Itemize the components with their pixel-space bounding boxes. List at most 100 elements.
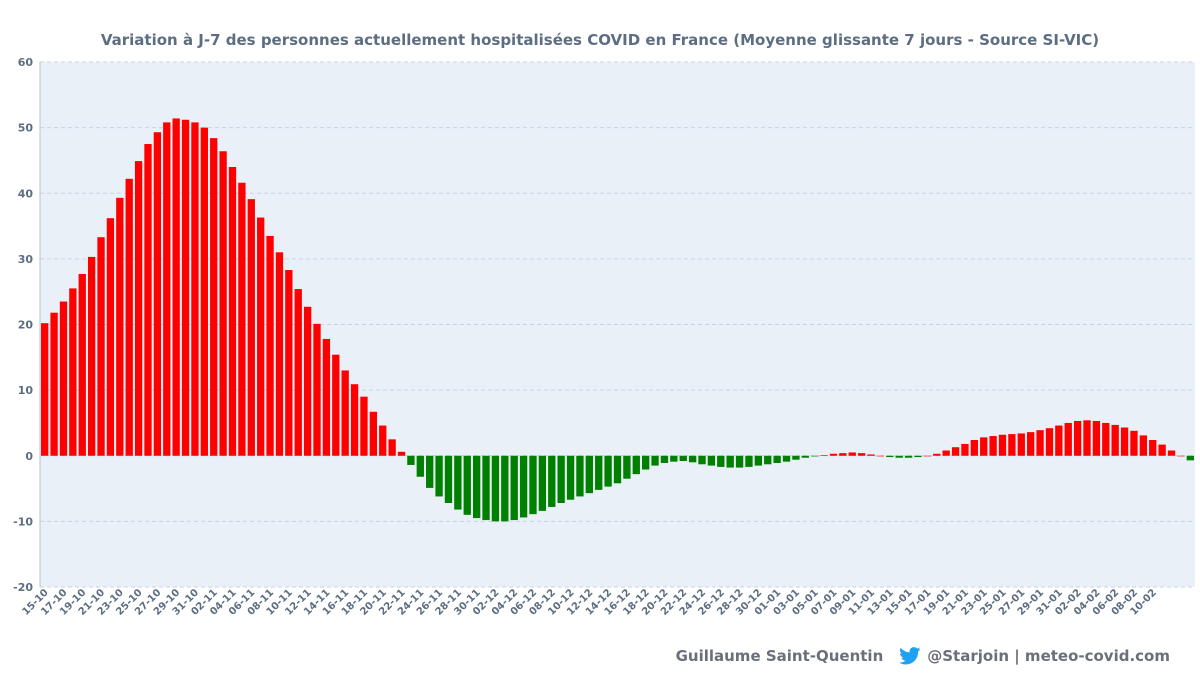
footer-handle: @Starjoin | meteo-covid.com: [927, 647, 1170, 665]
bar: [1064, 422, 1072, 456]
bar: [989, 436, 997, 456]
bar: [904, 455, 913, 458]
bar: [717, 455, 725, 467]
bar: [914, 455, 922, 458]
bar: [923, 455, 932, 457]
bar: [397, 451, 406, 456]
bar: [388, 439, 396, 456]
x-axis-ticks: 15-1017-1019-1021-1023-1025-1027-1029-10…: [20, 587, 1158, 617]
bar: [482, 455, 490, 521]
bar: [266, 235, 274, 456]
bar: [1083, 420, 1091, 456]
bar: [857, 453, 866, 456]
bar: [426, 455, 434, 488]
bar: [228, 167, 237, 456]
bar: [416, 455, 424, 477]
y-tick-label: 20: [18, 319, 34, 332]
bar: [1045, 428, 1054, 456]
footer-author: Guillaume Saint-Quentin: [675, 647, 884, 665]
y-tick-label: 60: [18, 56, 34, 69]
bar: [294, 289, 302, 456]
bar: [191, 122, 199, 456]
bar: [491, 455, 500, 522]
bar: [472, 455, 481, 519]
bar: [181, 119, 190, 456]
bar: [50, 312, 58, 456]
bar: [444, 455, 453, 503]
bar: [313, 323, 321, 456]
bar: [642, 455, 650, 470]
bar: [764, 455, 772, 465]
chart-title: Variation à J-7 des personnes actuelleme…: [100, 31, 1100, 49]
twitter-icon: [899, 647, 921, 665]
bar: [754, 455, 763, 466]
bar: [1017, 433, 1025, 456]
bar: [839, 453, 847, 456]
bar: [933, 453, 941, 456]
bar: [360, 396, 368, 456]
bar: [698, 455, 706, 465]
bar: [69, 288, 77, 456]
bar: [116, 197, 124, 456]
bar: [595, 455, 603, 490]
bar: [285, 270, 293, 456]
bar: [679, 455, 687, 461]
y-tick-label: 0: [25, 450, 33, 463]
bar: [829, 453, 838, 456]
bar: [529, 455, 537, 515]
bar: [576, 455, 584, 497]
bar: [341, 370, 349, 456]
bar: [895, 455, 903, 458]
bar: [1186, 455, 1194, 461]
y-tick-label: 50: [18, 122, 34, 135]
bar: [1139, 435, 1148, 456]
bar: [970, 440, 978, 456]
y-tick-label: -20: [13, 581, 33, 594]
bar: [322, 338, 331, 456]
bar: [1055, 425, 1063, 456]
bar: [144, 144, 152, 456]
bar: [350, 384, 359, 456]
bar: [501, 455, 509, 522]
bar: [303, 306, 312, 456]
bar: [538, 455, 547, 511]
bar: [519, 455, 528, 518]
bar: [125, 178, 133, 456]
bar: [41, 323, 49, 456]
bar: [172, 118, 180, 456]
bar: [886, 455, 894, 458]
bar: [1036, 430, 1044, 456]
bar: [1008, 434, 1016, 456]
bar: [735, 455, 744, 468]
bar: [726, 455, 734, 468]
bar: [210, 138, 218, 456]
footer: Guillaume Saint-Quentin @Starjoin | mete…: [676, 647, 1170, 665]
bar: [867, 454, 875, 456]
bar: [1027, 432, 1035, 456]
bar: [510, 455, 518, 521]
bar: [1130, 430, 1138, 456]
bar: [811, 455, 819, 457]
bar: [670, 455, 678, 462]
bar: [369, 411, 378, 456]
bar: [876, 455, 885, 457]
bar: [604, 455, 612, 487]
bar: [153, 132, 162, 456]
bar: [942, 450, 950, 456]
bar: [134, 161, 143, 456]
bar: [707, 455, 716, 466]
bar: [688, 455, 697, 463]
bar: [651, 455, 659, 466]
bar: [566, 455, 575, 500]
bar: [379, 425, 387, 456]
bar: [1158, 444, 1166, 456]
y-tick-label: 10: [18, 384, 34, 397]
bar: [1111, 424, 1119, 456]
bar: [980, 437, 988, 456]
bar: [998, 434, 1007, 456]
bar: [782, 455, 791, 462]
bar: [848, 452, 856, 456]
bar: [773, 455, 781, 463]
bar: [247, 199, 255, 456]
